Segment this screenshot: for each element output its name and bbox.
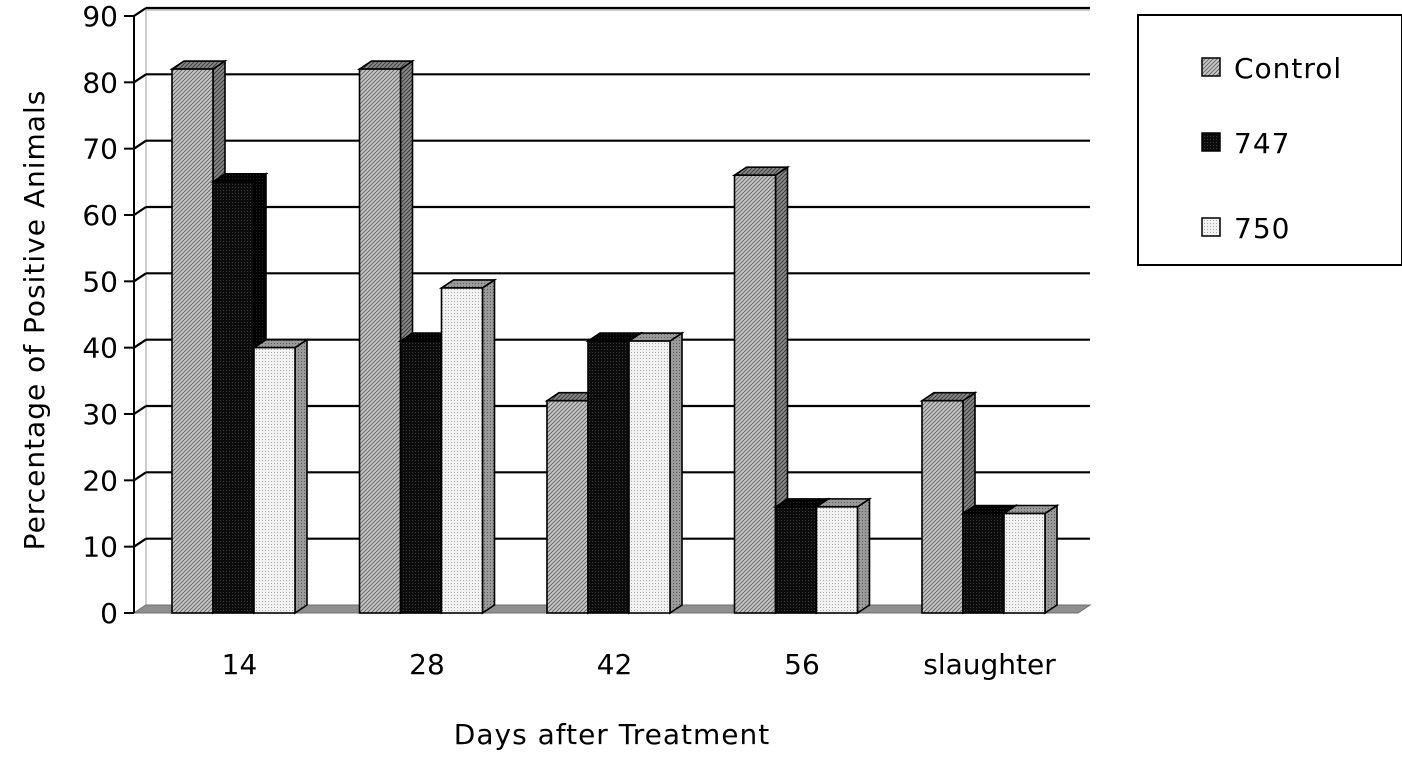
- x-tick-label: 14: [222, 648, 258, 681]
- y-tick-label: 50: [82, 265, 118, 298]
- y-tick-label: 60: [82, 199, 118, 232]
- gridline-depth: [133, 405, 147, 415]
- gridline-depth: [133, 73, 147, 84]
- x-tick-label: slaughter: [923, 648, 1056, 681]
- legend-swatch: [1201, 217, 1221, 237]
- bar-750-42: [626, 331, 685, 615]
- x-axis-title: Days after Treatment: [454, 718, 770, 751]
- x-tick-label: 42: [597, 648, 633, 681]
- legend-swatch: [1201, 132, 1221, 152]
- legend-item-747: 747: [1201, 127, 1290, 160]
- x-tick-label: 56: [784, 648, 820, 681]
- gridline-depth: [133, 272, 147, 283]
- bar-750-56: [813, 497, 873, 615]
- y-tick-label: 10: [82, 531, 118, 564]
- y-axis: 0 10 20 30 40 50 60 70 80 90: [82, 0, 135, 630]
- gridline-depth: [133, 7, 147, 17]
- x-axis-tick-labels: 14 28 42 56 slaughter: [222, 648, 1057, 681]
- legend: Control 747 750: [1137, 14, 1402, 266]
- gridline-depth: [133, 139, 147, 150]
- y-tick-label: 90: [82, 0, 118, 33]
- bar-750-28: [438, 278, 498, 615]
- y-tick-label: 40: [82, 332, 118, 365]
- gridline-depth: [133, 537, 147, 548]
- gridline-depth: [133, 338, 147, 349]
- gridline-depth: [133, 206, 147, 216]
- bar-750-14: [251, 338, 310, 615]
- legend-item-control: Control: [1201, 52, 1342, 85]
- legend-swatch: [1201, 57, 1221, 77]
- bars: [169, 59, 1060, 615]
- gridline-depth: [133, 471, 147, 482]
- legend-item-750: 750: [1201, 212, 1290, 245]
- y-tick-label: 70: [82, 133, 118, 166]
- legend-label: Control: [1234, 52, 1342, 85]
- x-tick-label: 28: [409, 648, 445, 681]
- y-tick-label: 0: [100, 597, 118, 630]
- y-tick-label: 80: [82, 66, 118, 99]
- legend-label: 750: [1234, 212, 1290, 245]
- y-tick-label: 20: [82, 464, 118, 497]
- legend-label: 747: [1234, 127, 1290, 160]
- y-axis-title: Percentage of Positive Animals: [18, 90, 51, 551]
- y-tick-label: 30: [82, 398, 118, 431]
- legend-box: [1137, 14, 1402, 266]
- bar-750-slaughter: [1001, 504, 1060, 615]
